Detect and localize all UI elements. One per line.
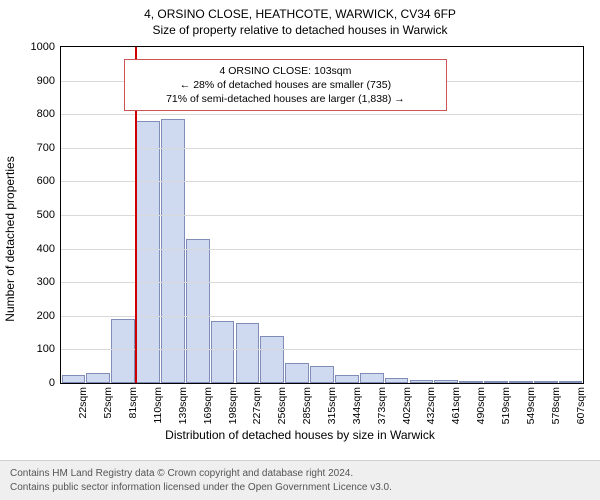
x-tick-label: 490sqm bbox=[475, 387, 487, 424]
x-tick-label: 315sqm bbox=[326, 387, 338, 424]
x-tick-label: 373sqm bbox=[376, 387, 388, 424]
histogram-bar bbox=[136, 121, 160, 383]
y-gridline bbox=[61, 114, 583, 115]
histogram-bar bbox=[385, 378, 409, 383]
y-tick-label: 1000 bbox=[31, 41, 61, 53]
y-tick-label: 300 bbox=[37, 276, 61, 288]
annotation-line: 4 ORSINO CLOSE: 103sqm bbox=[133, 64, 439, 78]
y-tick-label: 0 bbox=[49, 377, 61, 389]
x-tick-label: 578sqm bbox=[550, 387, 562, 424]
histogram-bar bbox=[360, 373, 384, 383]
x-tick-label: 285sqm bbox=[301, 387, 313, 424]
histogram-bar bbox=[285, 363, 309, 383]
x-tick-label: 22sqm bbox=[77, 387, 89, 419]
y-gridline bbox=[61, 282, 583, 283]
histogram-bar bbox=[310, 366, 334, 383]
histogram-bar bbox=[509, 381, 533, 383]
annotation-callout: 4 ORSINO CLOSE: 103sqm← 28% of detached … bbox=[124, 59, 448, 112]
y-gridline bbox=[61, 349, 583, 350]
y-tick-label: 900 bbox=[37, 75, 61, 87]
x-tick-label: 227sqm bbox=[251, 387, 263, 424]
x-tick-label: 344sqm bbox=[351, 387, 363, 424]
x-tick-label: 432sqm bbox=[425, 387, 437, 424]
histogram-bar bbox=[559, 381, 583, 383]
x-axis-title: Distribution of detached houses by size … bbox=[0, 428, 600, 442]
histogram-bar bbox=[484, 381, 508, 383]
footer-line-2: Contains public sector information licen… bbox=[10, 481, 590, 495]
y-tick-label: 200 bbox=[37, 310, 61, 322]
y-tick-label: 100 bbox=[37, 343, 61, 355]
histogram-bar bbox=[236, 323, 260, 383]
histogram-bar bbox=[459, 381, 483, 383]
histogram-bar bbox=[335, 375, 359, 383]
y-tick-label: 400 bbox=[37, 243, 61, 255]
histogram-bar bbox=[434, 380, 458, 383]
footer-line-1: Contains HM Land Registry data © Crown c… bbox=[10, 467, 590, 481]
annotation-line: ← 28% of detached houses are smaller (73… bbox=[133, 78, 439, 92]
y-tick-label: 800 bbox=[37, 108, 61, 120]
x-tick-label: 607sqm bbox=[575, 387, 587, 424]
x-tick-label: 139sqm bbox=[177, 387, 189, 424]
title-caption: Size of property relative to detached ho… bbox=[0, 22, 600, 38]
y-gridline bbox=[61, 148, 583, 149]
y-gridline bbox=[61, 249, 583, 250]
y-gridline bbox=[61, 181, 583, 182]
histogram-bar bbox=[62, 375, 86, 383]
x-tick-label: 110sqm bbox=[152, 387, 164, 424]
attribution-footer: Contains HM Land Registry data © Crown c… bbox=[0, 460, 600, 500]
chart-title-block: 4, ORSINO CLOSE, HEATHCOTE, WARWICK, CV3… bbox=[0, 0, 600, 38]
plot-area: 0100200300400500600700800900100022sqm52s… bbox=[60, 46, 584, 384]
x-tick-label: 81sqm bbox=[127, 387, 139, 419]
histogram-bar bbox=[260, 336, 284, 383]
histogram-bar bbox=[186, 239, 210, 383]
y-gridline bbox=[61, 316, 583, 317]
histogram-bar bbox=[161, 119, 185, 383]
y-tick-label: 500 bbox=[37, 209, 61, 221]
histogram-bar bbox=[111, 319, 135, 383]
title-address: 4, ORSINO CLOSE, HEATHCOTE, WARWICK, CV3… bbox=[0, 6, 600, 22]
y-tick-label: 700 bbox=[37, 142, 61, 154]
histogram-bar bbox=[410, 380, 434, 383]
x-tick-label: 519sqm bbox=[500, 387, 512, 424]
histogram-bar bbox=[534, 381, 558, 383]
y-tick-label: 600 bbox=[37, 175, 61, 187]
chart-area: Number of detached properties 0100200300… bbox=[0, 38, 600, 440]
y-gridline bbox=[61, 215, 583, 216]
x-tick-label: 198sqm bbox=[227, 387, 239, 424]
x-tick-label: 52sqm bbox=[102, 387, 114, 419]
annotation-line: 71% of semi-detached houses are larger (… bbox=[133, 92, 439, 106]
x-tick-label: 402sqm bbox=[401, 387, 413, 424]
x-tick-label: 169sqm bbox=[202, 387, 214, 424]
x-tick-label: 549sqm bbox=[525, 387, 537, 424]
histogram-bar bbox=[211, 321, 235, 383]
histogram-bar bbox=[86, 373, 110, 383]
y-axis-title: Number of detached properties bbox=[3, 156, 17, 321]
x-tick-label: 256sqm bbox=[276, 387, 288, 424]
x-tick-label: 461sqm bbox=[450, 387, 462, 424]
